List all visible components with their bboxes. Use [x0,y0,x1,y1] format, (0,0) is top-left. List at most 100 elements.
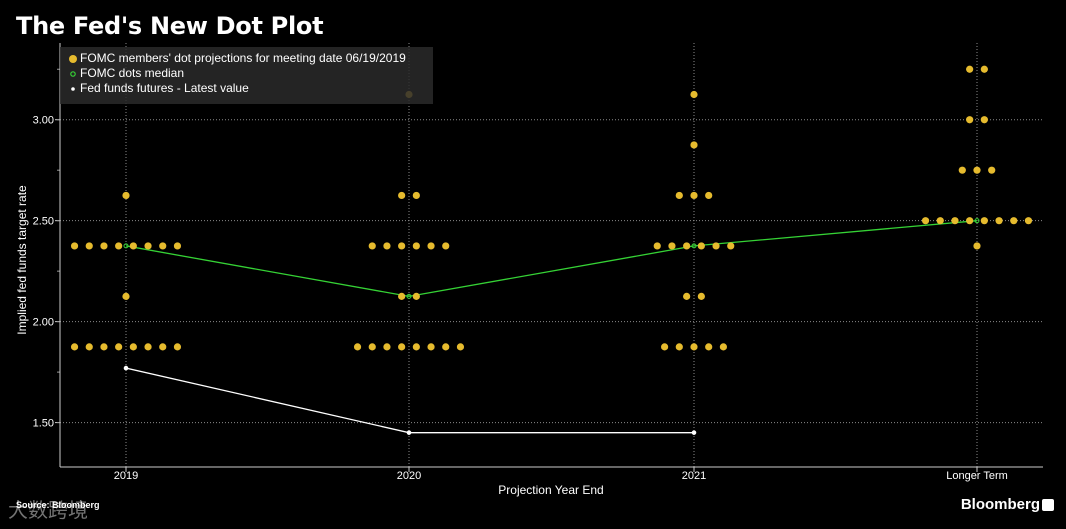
grid-lines [60,43,1043,467]
x-tick-label: Longer Term [946,470,1008,482]
dot-projection [173,242,182,250]
dot-projection [398,191,406,200]
dot-projection [442,343,450,351]
legend-entry: Fed funds futures - Latest value [80,81,249,95]
x-tick-label: 2020 [397,470,421,482]
dot-projection [383,343,391,351]
futures-line [125,367,694,434]
futures-point [691,430,697,435]
dot-projection [398,343,406,351]
median-point [974,218,980,224]
axes: 1.50 2.00 2.50 3.00 2019 2020 2021 Longer Term [33,43,1043,482]
dot-projection [690,343,698,351]
dot-projection [129,242,137,250]
dot-projection [100,343,108,351]
y-tick-label: 3.00 [33,115,54,127]
dot-projection [398,242,406,250]
dot-projection [115,242,123,250]
dot-projection [1024,217,1033,225]
dot-projection [144,242,152,250]
dot-projection [980,65,988,73]
dot-projection [690,90,698,99]
dot-projection [412,242,420,250]
dot-projection [980,116,988,124]
dot-projection [719,343,728,351]
dot-projection [988,166,996,174]
legend-futures-marker [71,87,75,91]
dot-projection [966,65,974,73]
futures-point [406,430,412,435]
dot-projection [412,343,420,351]
dot-projection [705,343,713,351]
dot-projection [427,242,435,250]
dot-projection [973,166,981,174]
dot-projection [368,343,376,351]
dot-projection [653,242,661,250]
dot-projection [353,343,362,351]
dot-projection [958,166,966,174]
dot-projection [973,242,981,250]
dot-projection [712,242,720,250]
dot-projection [705,191,713,200]
median-point [406,293,412,299]
watermark: 大数跨境 [8,498,88,522]
dot-projection [995,217,1003,225]
dot-projection [173,343,182,351]
median-point [123,243,129,249]
source-note: Source: Bloomberg [16,500,100,510]
dot-projection [727,242,735,250]
dot-projection [427,343,435,351]
dot-projection [675,191,683,200]
median-line [125,220,978,298]
dot-projection [980,217,988,225]
y-axis-label: Implied fed funds target rate [15,185,29,335]
dot-projection [951,217,959,225]
dot-projection [966,217,974,225]
dot-projection [683,292,691,300]
dot-projection [1010,217,1018,225]
x-tick-label: 2021 [682,470,706,482]
legend-dot-marker [69,55,77,63]
dot-projection [690,141,698,149]
chart-title: The Fed's New Dot Plot [16,12,324,40]
y-tick-label: 1.50 [33,418,54,430]
brand-logo: Bloomberg [960,496,1040,513]
legend-entry: FOMC dots median [80,66,184,80]
dot-projection [412,292,420,300]
dot-projection [368,242,376,250]
x-axis-label: Projection Year End [498,483,603,497]
dot-projection [936,217,944,225]
dot-projection [412,191,420,200]
y-tick-label: 2.50 [33,216,54,228]
x-tick-label: 2019 [114,470,138,482]
dot-projection [683,242,691,250]
dot-projection [661,343,669,351]
dot-projection [100,242,108,250]
dot-projection [697,292,705,300]
legend-entry: FOMC members' dot projections for meetin… [80,51,406,65]
dot-projection [144,343,152,351]
dot-projection [159,343,167,351]
dot-projection [85,343,93,351]
median-point [691,243,697,249]
dot-projection [697,242,705,250]
futures-point [123,365,129,371]
dot-projection [122,292,130,300]
dot-projection [70,242,79,250]
series-lines [123,218,980,435]
dot-projection [921,217,930,225]
dot-projection [85,242,93,250]
dot-projection [456,343,465,351]
dot-projection [122,191,130,200]
dot-projection [129,343,137,351]
dot-projection [383,242,391,250]
dot-projection [398,292,406,300]
dot-projection [159,242,167,250]
legend: FOMC members' dot projections for meetin… [60,47,433,104]
dot-markers [70,65,1033,351]
dot-projection [690,191,698,200]
dot-projection [668,242,676,250]
dot-projection [115,343,123,351]
dot-projection [675,343,683,351]
